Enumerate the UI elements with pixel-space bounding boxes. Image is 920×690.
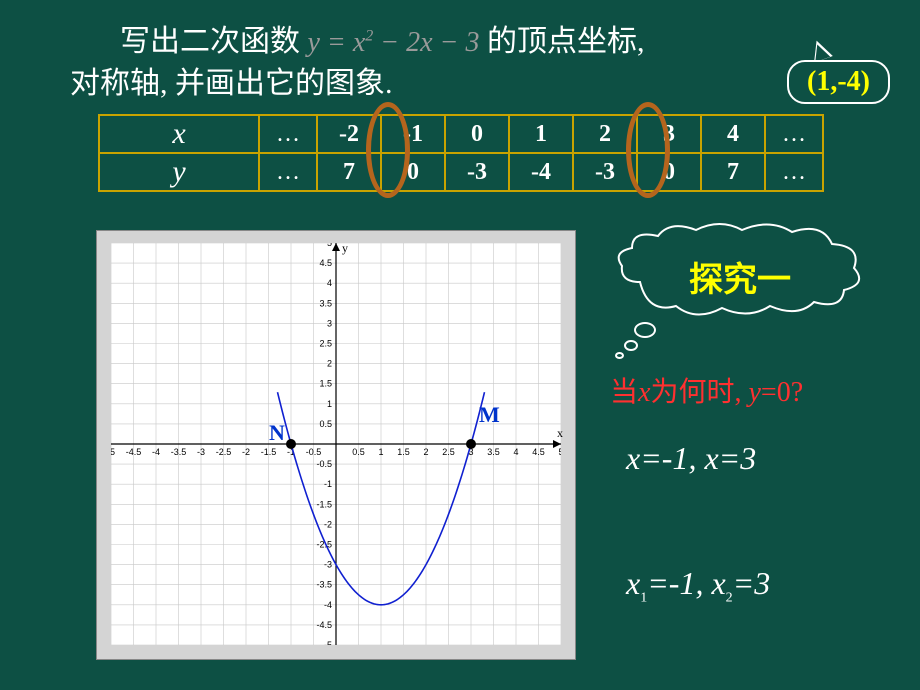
graph-svg: -5 -4.5 -4 -3.5 -3 -2.5 -2 -1.5 -1 -0.5 0.5 1 1.5 2 2.…	[111, 243, 561, 645]
svg-text:-3.5: -3.5	[171, 447, 187, 457]
cloud-text: 探究一	[620, 252, 860, 301]
x-val: 2	[573, 115, 637, 153]
svg-text:4.5: 4.5	[319, 258, 332, 268]
svg-text:4.5: 4.5	[532, 447, 545, 457]
svg-text:1.5: 1.5	[319, 379, 332, 389]
q-mid: 为何时,	[650, 377, 748, 408]
svg-text:-0.5: -0.5	[316, 459, 332, 469]
svg-text:-0.5: -0.5	[306, 447, 322, 457]
y-val: 7	[317, 153, 381, 191]
graph-point-label: N	[269, 420, 285, 446]
x-val: -1	[381, 115, 445, 153]
question-text: 当x为何时, y=0?	[610, 370, 803, 410]
answer-part: =-1,	[647, 565, 711, 601]
dots: …	[259, 115, 317, 153]
svg-text:4: 4	[327, 278, 332, 288]
svg-text:-4: -4	[324, 600, 332, 610]
svg-text:1: 1	[327, 399, 332, 409]
table-row-y: y … 7 0 -3 -4 -3 0 7 …	[99, 153, 823, 191]
q-suffix: =0?	[761, 377, 803, 408]
x-val: 4	[701, 115, 765, 153]
answer-part: =3	[733, 565, 771, 601]
y-val: -3	[445, 153, 509, 191]
x-val: 1	[509, 115, 573, 153]
svg-text:-4.5: -4.5	[126, 447, 142, 457]
svg-text:-2: -2	[242, 447, 250, 457]
svg-text:3.5: 3.5	[319, 298, 332, 308]
graph-panel: -5 -4.5 -4 -3.5 -3 -2.5 -2 -1.5 -1 -0.5 0.5 1 1.5 2 2.…	[96, 230, 576, 660]
x-header: x	[99, 115, 259, 153]
svg-text:3: 3	[327, 318, 332, 328]
answer-line1: x=-1, x=3	[626, 440, 756, 477]
answer-var: x	[626, 565, 640, 601]
slide-root: 写出二次函数 y = x2 − 2x − 3 的顶点坐标, 对称轴, 并画出它的…	[0, 0, 920, 690]
svg-text:2: 2	[327, 359, 332, 369]
svg-text:1.5: 1.5	[397, 447, 410, 457]
x-axis-label: x	[557, 426, 563, 441]
svg-text:-5: -5	[324, 640, 332, 645]
y-val: 0	[637, 153, 701, 191]
title-line2: 对称轴, 并画出它的图象.	[70, 58, 393, 102]
answer-part: x=3	[704, 440, 756, 476]
svg-text:5: 5	[327, 243, 332, 248]
title-part1: 写出二次函数	[120, 25, 308, 58]
svg-text:-3: -3	[324, 560, 332, 570]
answer-var: x	[711, 565, 725, 601]
q-var-y: y	[748, 377, 760, 408]
y-val: 0	[381, 153, 445, 191]
cloud-bubble	[634, 322, 656, 338]
svg-text:2: 2	[423, 447, 428, 457]
title-part2: 的顶点坐标,	[487, 25, 645, 58]
table-row-x: x … -2 -1 0 1 2 3 4 …	[99, 115, 823, 153]
dots: …	[259, 153, 317, 191]
y-header: y	[99, 153, 259, 191]
x-val: 0	[445, 115, 509, 153]
svg-text:-4.5: -4.5	[316, 620, 332, 630]
svg-text:-1.5: -1.5	[316, 499, 332, 509]
answer-sub: 2	[726, 590, 733, 605]
svg-text:-1: -1	[324, 479, 332, 489]
cloud-bubble	[624, 340, 638, 351]
xy-table: x … -2 -1 0 1 2 3 4 … y … 7 0 -3 -4 -3 0…	[98, 114, 824, 192]
svg-text:5: 5	[558, 447, 561, 457]
quadratic-formula: y = x2 − 2x − 3	[308, 27, 480, 58]
answer-part: x=-1,	[626, 440, 704, 476]
svg-text:-2.5: -2.5	[216, 447, 232, 457]
svg-text:2.5: 2.5	[442, 447, 455, 457]
svg-text:-1.5: -1.5	[261, 447, 277, 457]
svg-text:-2: -2	[324, 519, 332, 529]
svg-text:4: 4	[513, 447, 518, 457]
svg-text:2.5: 2.5	[319, 339, 332, 349]
graph-plot-area: -5 -4.5 -4 -3.5 -3 -2.5 -2 -1.5 -1 -0.5 0.5 1 1.5 2 2.…	[111, 243, 561, 645]
dots: …	[765, 153, 823, 191]
title-line1: 写出二次函数 y = x2 − 2x − 3 的顶点坐标,	[120, 16, 644, 60]
svg-text:1: 1	[378, 447, 383, 457]
y-val: -4	[509, 153, 573, 191]
y-axis-label: y	[342, 241, 348, 256]
x-val: 3	[637, 115, 701, 153]
answer-line2: x1=-1, x2=3	[626, 565, 770, 606]
svg-text:-3.5: -3.5	[316, 580, 332, 590]
svg-text:3.5: 3.5	[487, 447, 500, 457]
vertex-callout: (1,-4)	[787, 60, 890, 104]
svg-text:-5: -5	[111, 447, 115, 457]
graph-point-label: M	[479, 402, 500, 428]
svg-text:-3: -3	[197, 447, 205, 457]
svg-text:0.5: 0.5	[319, 419, 332, 429]
q-prefix: 当	[610, 377, 638, 408]
thought-cloud: 探究一	[620, 232, 860, 312]
svg-text:-4: -4	[152, 447, 160, 457]
cloud-bubble	[615, 352, 624, 359]
dots: …	[765, 115, 823, 153]
y-val: -3	[573, 153, 637, 191]
x-val: -2	[317, 115, 381, 153]
q-var-x: x	[638, 377, 650, 408]
svg-text:0.5: 0.5	[352, 447, 365, 457]
y-val: 7	[701, 153, 765, 191]
